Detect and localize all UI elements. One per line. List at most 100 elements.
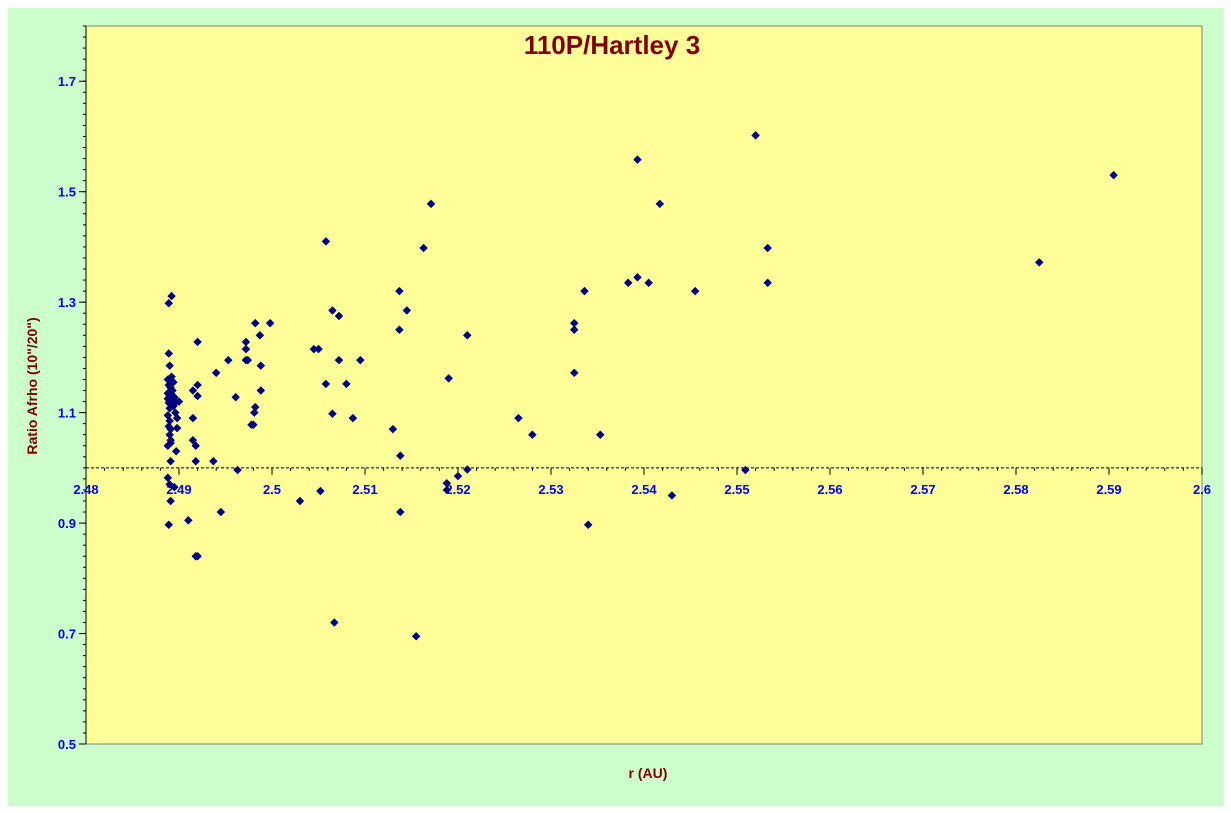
data-point xyxy=(231,392,241,402)
data-point xyxy=(265,318,275,328)
data-point xyxy=(633,155,642,165)
x-tick-label: 2.56 xyxy=(817,482,842,497)
data-point xyxy=(193,337,202,347)
data-point xyxy=(172,413,182,423)
scatter-chart: 110P/Hartley 3 r (AU) Ratio Afrho (10"/2… xyxy=(24,25,1211,781)
x-tick-label: 2.5 xyxy=(263,482,281,497)
y-axis-title: Ratio Afrho (10"/20") xyxy=(24,317,40,454)
y-tick-label: 1.7 xyxy=(58,74,76,89)
data-point xyxy=(569,325,579,335)
data-point xyxy=(395,451,405,461)
data-point xyxy=(314,344,323,354)
chart-title: 110P/Hartley 3 xyxy=(524,30,700,60)
data-point xyxy=(172,423,182,433)
data-point xyxy=(395,507,405,517)
data-point xyxy=(256,386,266,395)
data-point xyxy=(402,306,412,315)
data-point xyxy=(211,368,221,378)
data-point xyxy=(623,278,633,288)
data-point xyxy=(355,355,365,365)
data-point xyxy=(395,325,404,335)
data-point xyxy=(514,413,523,423)
data-point xyxy=(462,330,472,340)
data-point xyxy=(193,551,202,561)
data-point xyxy=(329,618,339,627)
data-point xyxy=(243,355,253,365)
data-point xyxy=(164,298,174,308)
data-point xyxy=(316,486,325,496)
data-point xyxy=(250,402,260,412)
data-point xyxy=(751,131,760,140)
data-point xyxy=(741,465,750,475)
data-point xyxy=(171,446,181,456)
data-point xyxy=(426,199,436,209)
data-point xyxy=(183,515,193,525)
data-point xyxy=(216,507,226,517)
data-point xyxy=(193,380,202,390)
data-point xyxy=(334,355,344,365)
data-point xyxy=(1109,170,1119,180)
x-tick-label: 2.58 xyxy=(1003,482,1028,497)
data-point xyxy=(348,413,358,423)
plot-area xyxy=(85,25,1203,745)
x-tick-label: 2.53 xyxy=(538,482,563,497)
data-point xyxy=(164,349,174,358)
x-axis-title: r (AU) xyxy=(629,765,668,781)
data-point xyxy=(419,243,428,253)
x-tick-label: 2.51 xyxy=(352,482,377,497)
data-point xyxy=(188,386,198,395)
chart-area: 110P/Hartley 3 r (AU) Ratio Afrho (10"/2… xyxy=(8,8,1224,806)
data-point xyxy=(241,344,251,354)
data-point xyxy=(528,430,537,440)
data-point xyxy=(191,456,201,466)
data-point xyxy=(462,465,472,474)
data-point xyxy=(191,441,201,451)
data-point xyxy=(223,355,233,365)
data-point xyxy=(690,286,700,296)
data-point xyxy=(169,482,179,492)
data-point xyxy=(209,456,218,466)
data-point xyxy=(328,409,337,419)
data-point xyxy=(644,278,654,288)
data-point xyxy=(580,286,589,296)
x-tick-label: 2.57 xyxy=(910,482,935,497)
data-point xyxy=(395,286,404,296)
y-tick-label: 0.5 xyxy=(58,737,76,752)
data-point xyxy=(453,471,463,481)
data-point xyxy=(655,199,665,209)
x-tick-label: 2.59 xyxy=(1096,482,1121,497)
x-tick-label: 2.55 xyxy=(724,482,749,497)
y-tick-label: 1.1 xyxy=(58,406,76,421)
x-tick-label: 2.54 xyxy=(631,482,657,497)
data-point xyxy=(164,520,174,530)
data-point xyxy=(321,379,331,389)
data-point xyxy=(1034,258,1044,267)
data-point xyxy=(328,306,337,315)
data-point xyxy=(667,491,677,500)
data-point xyxy=(569,368,579,378)
data-point xyxy=(233,465,242,475)
data-point xyxy=(255,330,265,340)
data-points xyxy=(163,131,1119,641)
data-point xyxy=(633,272,642,282)
data-point xyxy=(256,361,266,371)
data-point xyxy=(763,243,773,253)
data-point xyxy=(249,408,259,417)
data-point xyxy=(166,438,175,448)
data-point xyxy=(250,318,260,328)
data-point xyxy=(583,520,593,530)
data-point xyxy=(165,403,175,413)
data-point xyxy=(334,311,344,321)
data-point xyxy=(442,478,452,488)
data-point xyxy=(166,456,175,466)
data-point xyxy=(163,473,173,483)
data-point xyxy=(321,237,331,246)
data-point xyxy=(295,496,305,506)
x-tick-label: 2.48 xyxy=(73,482,98,497)
data-point xyxy=(342,379,351,389)
y-tick-label: 1.5 xyxy=(58,185,76,200)
y-tick-label: 0.9 xyxy=(58,516,76,531)
data-point xyxy=(174,397,184,406)
data-point xyxy=(165,361,175,371)
data-point xyxy=(595,430,605,440)
